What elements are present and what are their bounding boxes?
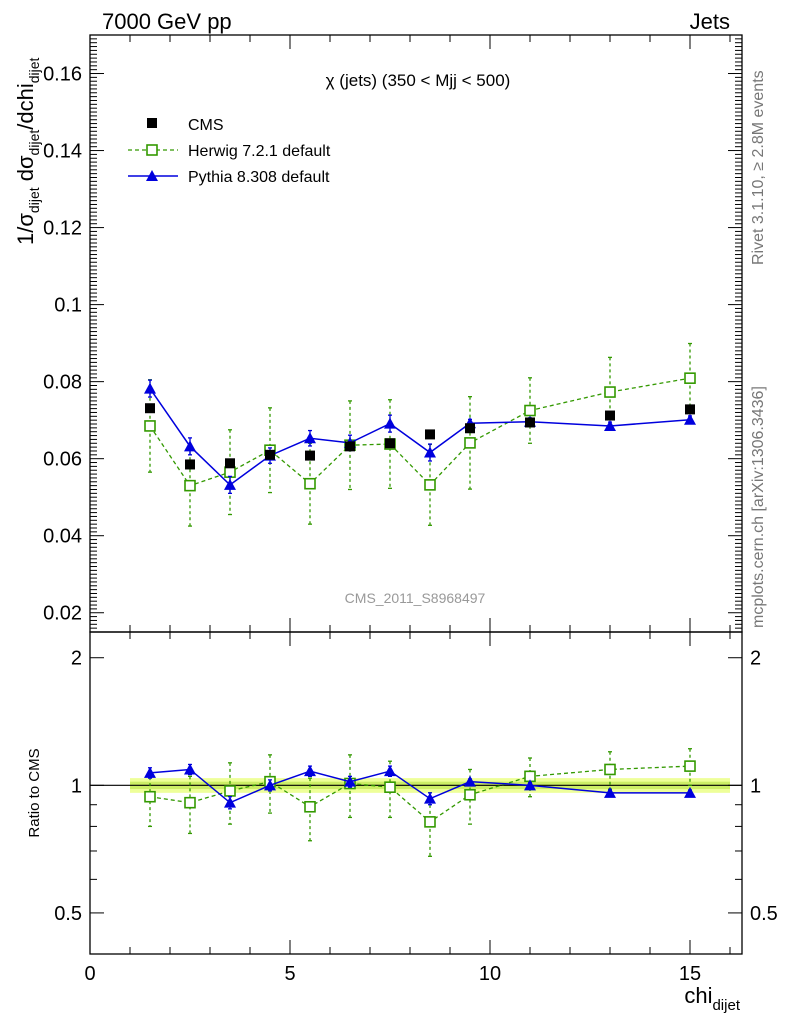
herwig-ratio-point: [184, 796, 196, 809]
herwig-ratio-point: [384, 781, 396, 793]
header-energy: 7000 GeV pp: [102, 9, 232, 34]
herwig-point: [604, 386, 616, 398]
legend-label-pythia: Pythia 8.308 default: [188, 169, 330, 186]
pythia-line: [149, 388, 691, 486]
pythia-point: [224, 478, 236, 490]
ratio-ylabel: Ratio to CMS: [26, 748, 43, 837]
herwig-ratio-point: [144, 790, 156, 803]
legend-entry-cms: CMS: [147, 117, 224, 134]
xtick-label: 10: [479, 963, 501, 985]
ratio-ytick-label-left: 0.5: [54, 903, 82, 925]
legend-marker-herwig: [146, 144, 158, 156]
herwig-point: [224, 466, 236, 478]
legend-marker-cms: [147, 118, 157, 128]
ratio-ytick-label-right: 2: [750, 648, 761, 670]
pythia-point: [604, 419, 616, 431]
pythia-ratio-point: [464, 775, 476, 787]
main-ytick-label: 0.02: [43, 603, 82, 625]
cms-point: [525, 417, 535, 428]
herwig-point: [524, 404, 536, 417]
pythia-ratio-point: [144, 766, 156, 778]
cms-point: [685, 404, 695, 415]
herwig-ratio-point: [464, 788, 476, 801]
header-process: Jets: [690, 9, 730, 34]
pythia-ratio-point: [384, 765, 396, 777]
main-ytick-label: 0.12: [43, 218, 82, 240]
mcplots-label: mcplots.cern.ch [arXiv:1306.3436]: [750, 386, 767, 628]
pythia-point: [424, 446, 436, 458]
pythia-ratio-point: [424, 792, 436, 804]
ratio-ytick-label-left: 2: [71, 648, 82, 670]
cms-point: [345, 441, 355, 452]
main-ytick-label: 0.16: [43, 64, 82, 86]
cms-point: [225, 458, 235, 469]
xtick-label: 5: [284, 963, 295, 985]
pythia-point: [684, 413, 696, 425]
legend-label-herwig: Herwig 7.2.1 default: [188, 143, 331, 160]
pythia-ratio-point: [264, 779, 276, 791]
pythia-ratio-point: [604, 786, 616, 798]
herwig-ratio-line: [149, 765, 691, 823]
main-plot-panel: 0.02 0.04 0.06 0.08 0.1 0.12 0.14 0.16 χ (jets)…: [13, 34, 743, 633]
herwig-point: [424, 479, 436, 491]
analysis-watermark: CMS_2011_S8968497: [345, 590, 486, 606]
herwig-ratio-point: [684, 760, 696, 772]
herwig-ratio-point: [604, 763, 616, 776]
herwig-point: [144, 420, 156, 432]
pythia-ratio-point: [684, 786, 696, 798]
cms-point: [305, 450, 315, 461]
ratio-plot-frame: [89, 631, 743, 955]
main-ytick-label: 0.04: [43, 526, 82, 548]
herwig-line: [149, 377, 691, 487]
legend-marker-pythia: [146, 170, 158, 181]
pythia-point: [144, 382, 156, 394]
cms-point: [185, 459, 195, 470]
cms-point: [145, 403, 155, 414]
herwig-point: [684, 372, 696, 384]
xtick-label: 0: [84, 963, 95, 985]
cms-point: [605, 410, 615, 421]
ratio-ytick-label-right: 1: [750, 775, 761, 797]
herwig-point: [304, 477, 316, 490]
pythia-ratio-point: [524, 779, 536, 791]
ratio-ytick-label-left: 1: [71, 775, 82, 797]
cms-point: [265, 449, 275, 460]
plot-title: χ (jets) (350 < Mjj < 500): [326, 71, 511, 90]
herwig-ratio-point: [224, 785, 236, 797]
main-ylabel: 1/σdijet dσdijet/dchidijet: [13, 57, 42, 245]
ratio-plot-panel: 0.5 0.5 1 1 2 2 0 5 10 15 Ratio to CMS chidijet: [26, 631, 778, 1014]
x-axis-label: chidijet: [684, 983, 740, 1014]
main-ytick-label: 0.1: [54, 295, 82, 317]
ratio-ytick-label-right: 0.5: [750, 903, 778, 925]
pythia-point: [184, 440, 196, 452]
herwig-point: [184, 479, 196, 492]
cms-point: [385, 438, 395, 449]
pythia-ratio-line: [149, 768, 690, 804]
herwig-ratio-point: [424, 816, 436, 828]
main-ytick-label: 0.14: [43, 141, 82, 163]
legend-label-cms: CMS: [188, 117, 224, 134]
herwig-point: [464, 437, 476, 449]
cms-point: [425, 429, 435, 440]
pythia-ratio-point: [344, 775, 356, 787]
pythia-point: [384, 417, 396, 429]
xtick-label: 15: [679, 963, 701, 985]
cms-point: [465, 423, 475, 434]
main-ytick-label: 0.06: [43, 449, 82, 471]
pythia-point: [304, 432, 316, 444]
pythia-ratio-point: [224, 796, 236, 808]
pythia-ratio-point: [304, 765, 316, 777]
main-ytick-label: 0.08: [43, 372, 82, 394]
legend-entry-herwig: Herwig 7.2.1 default: [128, 143, 331, 160]
rivet-label: Rivet 3.1.10, ≥ 2.8M events: [750, 70, 767, 265]
herwig-ratio-point: [304, 800, 316, 813]
legend: CMS Herwig 7.2.1 default Pythia 8.308 de…: [128, 117, 331, 186]
legend-entry-pythia: Pythia 8.308 default: [128, 169, 330, 186]
pythia-ratio-point: [184, 763, 196, 775]
